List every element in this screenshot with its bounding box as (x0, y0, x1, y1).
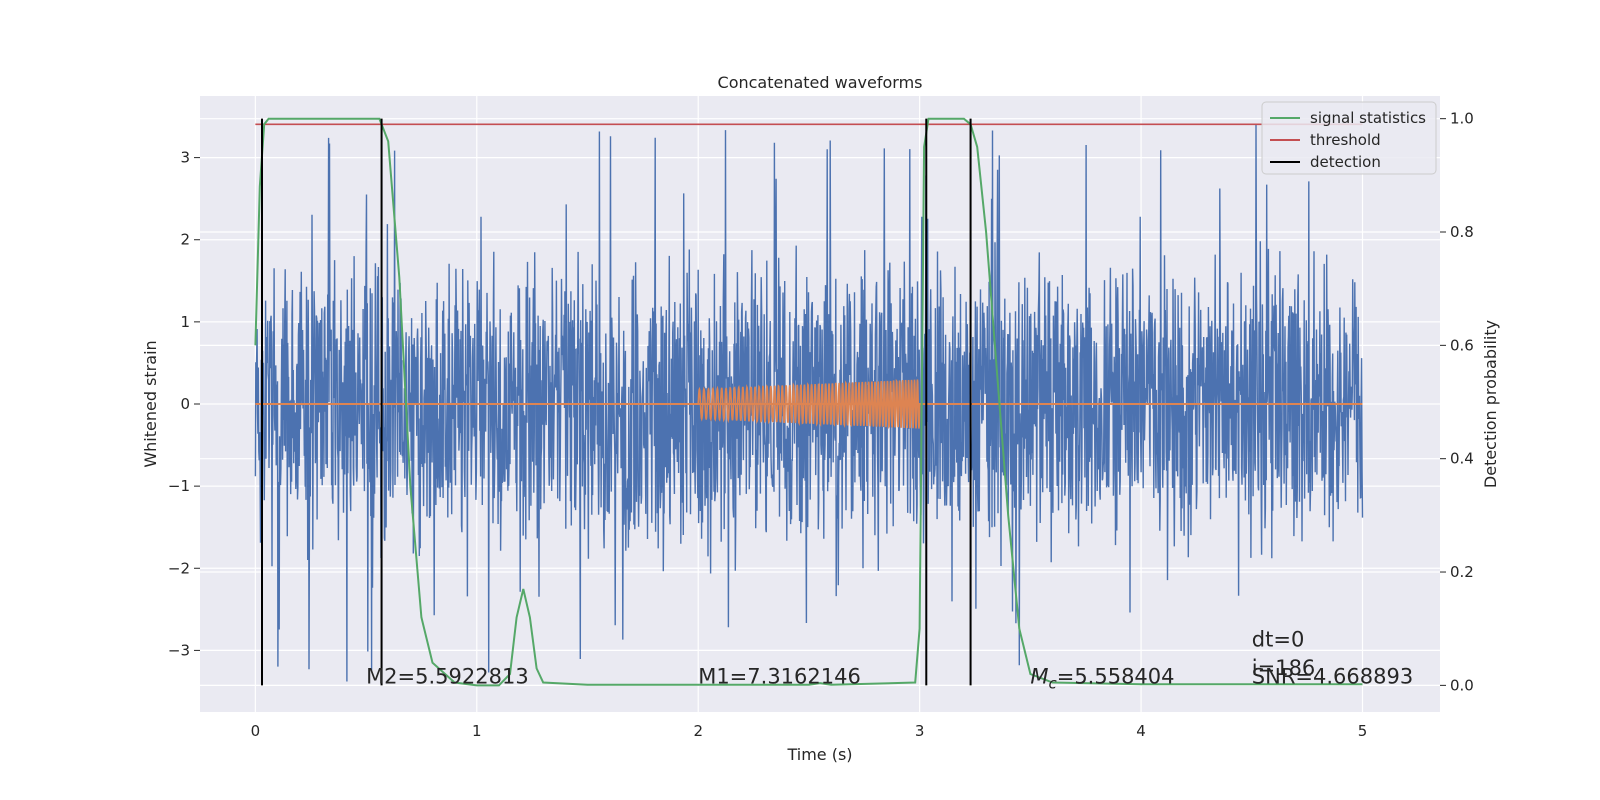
y-tick-label: 3 (180, 149, 190, 167)
axis-ticks: 0 1 2 3 4 5 −3 −2 −1 0 1 2 3 0.0 0.2 0.4 0.6 0.8 1.0 (168, 110, 1474, 740)
legend: signal statistics threshold detection (1261, 101, 1437, 175)
chart-title: Concatenated waveforms (718, 73, 923, 92)
legend-label: threshold (1310, 131, 1381, 149)
y-right-tick-label: 1.0 (1450, 110, 1474, 128)
annotation-m2: M2=5.5922813 (366, 664, 529, 688)
annotation-mc: Mc=5.558404 (1030, 664, 1174, 692)
y-right-tick-label: 0.6 (1450, 336, 1474, 354)
strain-series (254, 124, 1364, 682)
injected-signal-series (255, 378, 1363, 430)
x-tick-label: 0 (251, 722, 261, 740)
signal-statistics-line (254, 117, 1363, 687)
injected-chirp (697, 378, 921, 430)
x-tick-label: 2 (693, 722, 703, 740)
y-tick-label: −2 (168, 559, 190, 577)
signal-statistics-series (254, 117, 1363, 687)
x-tick-label: 4 (1136, 722, 1146, 740)
annotation-m1: M1=7.3162146 (698, 664, 861, 688)
annotation-snr: SNR=4.668893 (1252, 664, 1413, 688)
legend-label: signal statistics (1310, 109, 1426, 127)
x-axis-label: Time (s) (786, 745, 852, 764)
x-tick-label: 5 (1358, 722, 1368, 740)
detection-series (261, 118, 972, 686)
y-axis-label: Whitened strain (141, 340, 160, 467)
y-right-tick-label: 0.2 (1450, 563, 1474, 581)
annotation-i: i=186 (1252, 656, 1316, 680)
y-tick-label: 1 (180, 313, 190, 331)
legend-box (1261, 101, 1437, 175)
y-tick-label: −3 (168, 641, 190, 659)
x-tick-label: 1 (472, 722, 482, 740)
strain-line (254, 124, 1364, 682)
legend-label: detection (1310, 153, 1381, 171)
annotation-dt: dt=0 (1252, 627, 1305, 651)
y-right-tick-label: 0.4 (1450, 450, 1474, 468)
annotations: M2=5.5922813 M1=7.3162146 Mc=5.558404 dt=0 i… (366, 627, 1413, 692)
y-tick-label: −1 (168, 477, 190, 495)
x-tick-label: 3 (915, 722, 925, 740)
y-right-tick-label: 0.0 (1450, 676, 1474, 694)
y-axis-label-right: Detection probability (1481, 320, 1500, 488)
y-tick-label: 2 (180, 231, 190, 249)
y-right-tick-label: 0.8 (1450, 223, 1474, 241)
y-tick-label: 0 (180, 395, 190, 413)
